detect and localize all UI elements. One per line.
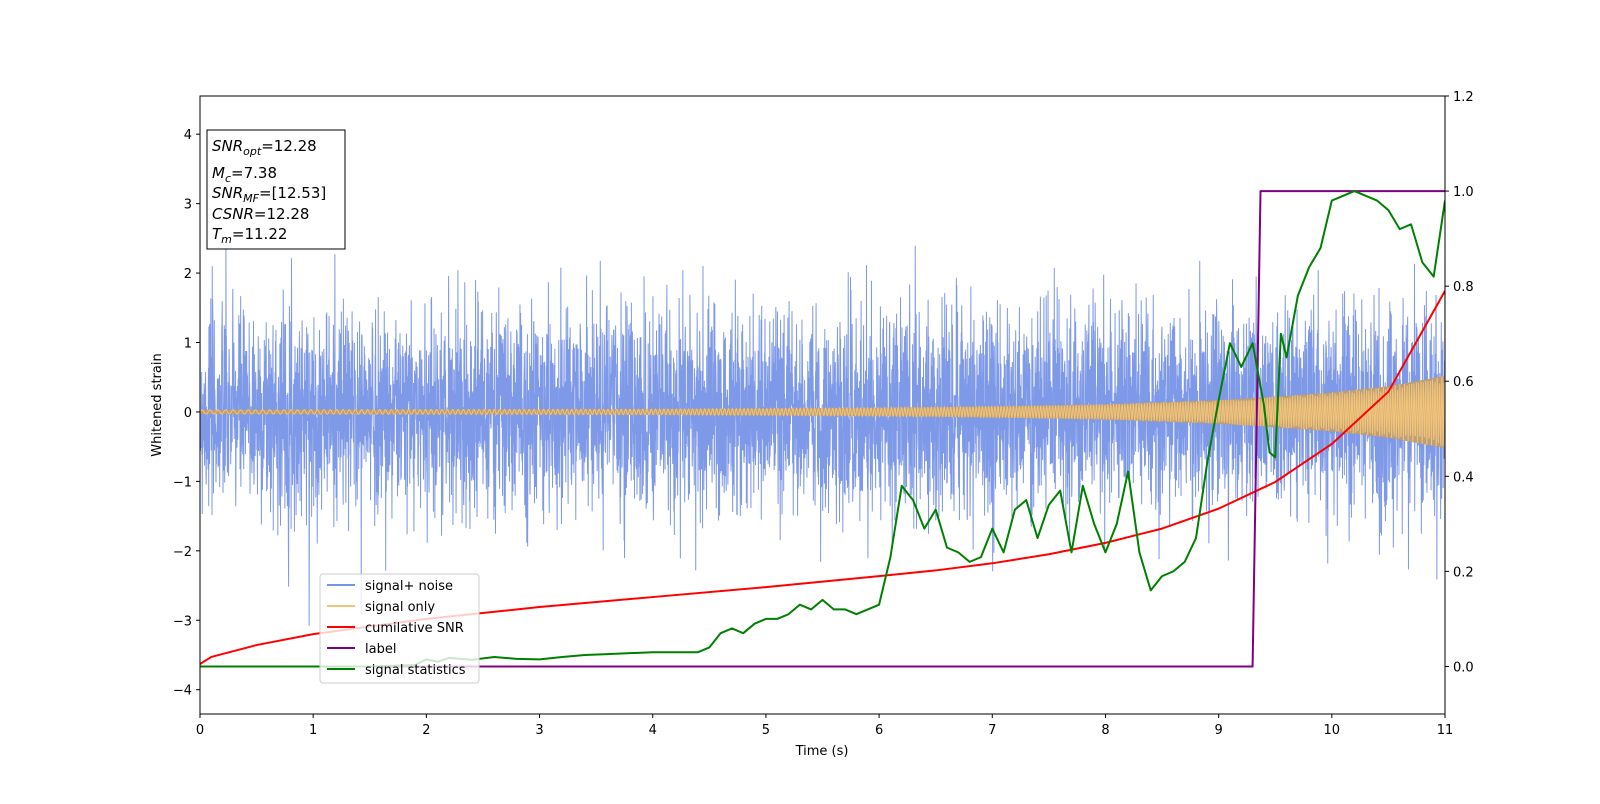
- left-y-tick-label: 3: [184, 198, 192, 213]
- legend-frame: [319, 573, 480, 684]
- info-line: CSNR=12.28: [212, 205, 309, 223]
- cumulative-snr-line: [200, 290, 1445, 665]
- info-box-frame: [206, 129, 346, 250]
- x-tick-label: 11: [1437, 723, 1454, 738]
- info-line: SNRopt=12.28: [212, 137, 317, 158]
- x-tick-label: 1: [309, 723, 317, 738]
- x-axis: 0 1 2 3 4 5 6 7 8 9 10 11: [196, 714, 1453, 738]
- plot-frame: [199, 95, 1446, 715]
- legend-entry: signal only: [365, 600, 435, 615]
- signal-only-line: [200, 376, 1445, 446]
- legend-entry: label: [365, 642, 396, 657]
- signal-statistics-line: [200, 190, 1445, 668]
- left-y-tick-label: −3: [173, 614, 192, 629]
- signal-only-series: [200, 375, 1445, 449]
- x-tick-label: 0: [196, 723, 204, 738]
- x-axis-label: Time (s): [795, 744, 849, 759]
- left-y-axis: −4 −3 −2 −1 0 1 2 3 4: [173, 128, 200, 699]
- legend: signal+ noise signal only cumilative SNR la…: [319, 573, 480, 684]
- x-tick-label: 4: [649, 723, 657, 738]
- right-y-tick-label: 0.6: [1453, 375, 1474, 390]
- cumulative-snr-series: [200, 290, 1445, 665]
- right-y-axis: 0.0 0.2 0.4 0.6 0.8 1.0 1.2: [1445, 90, 1474, 675]
- left-y-tick-label: 1: [184, 337, 192, 352]
- right-y-tick-label: 0.4: [1453, 470, 1474, 485]
- legend-entry: signal statistics: [365, 663, 466, 678]
- right-y-tick-label: 0.2: [1453, 565, 1474, 580]
- right-y-tick-label: 1.0: [1453, 185, 1474, 200]
- info-line: SNRMF=[12.53]: [212, 184, 326, 205]
- left-y-tick-label: 2: [184, 267, 192, 282]
- x-tick-label: 3: [535, 723, 543, 738]
- right-y-tick-label: 1.2: [1453, 90, 1474, 105]
- y-axis-label: Whitened strain: [150, 353, 165, 456]
- plot-area: [200, 190, 1445, 668]
- info-line: Mc=7.38: [212, 164, 277, 185]
- x-tick-label: 6: [875, 723, 883, 738]
- left-y-tick-label: −4: [173, 684, 192, 699]
- x-tick-label: 9: [1214, 723, 1222, 738]
- x-tick-label: 8: [1101, 723, 1109, 738]
- left-y-tick-label: 0: [184, 406, 192, 421]
- x-tick-label: 10: [1324, 723, 1341, 738]
- left-y-tick-label: −2: [173, 545, 192, 560]
- legend-entry: signal+ noise: [365, 579, 453, 594]
- right-y-tick-label: 0.8: [1453, 280, 1474, 295]
- left-y-tick-label: 4: [184, 128, 192, 143]
- signal-statistics-series: [200, 190, 1445, 668]
- right-y-tick-label: 0.0: [1453, 660, 1474, 675]
- x-tick-label: 7: [988, 723, 996, 738]
- x-tick-label: 5: [762, 723, 770, 738]
- x-tick-label: 2: [422, 723, 430, 738]
- left-y-tick-label: −1: [173, 475, 192, 490]
- info-line: Tm=11.22: [212, 225, 287, 246]
- legend-entry: cumilative SNR: [365, 621, 464, 636]
- info-box: SNRopt=12.28 Mc=7.38SNRMF=[12.53]CSNR=12.…: [206, 129, 346, 250]
